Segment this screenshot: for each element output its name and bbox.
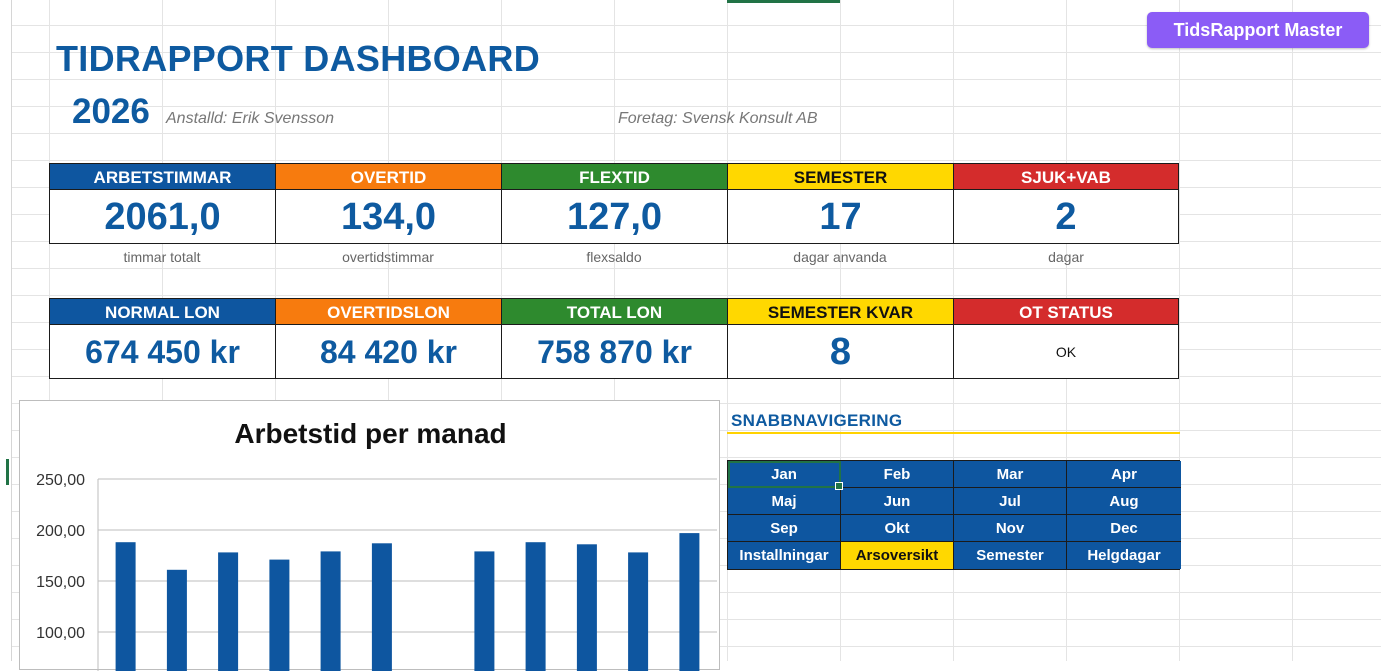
kpi-normal-lon: NORMAL LON 674 450 kr	[49, 298, 275, 379]
nav-link-jun[interactable]: Jun	[841, 488, 954, 515]
kpi-subtitle: dagar	[1048, 249, 1084, 265]
kpi-header: OVERTID	[275, 163, 501, 190]
active-column-indicator	[727, 0, 840, 3]
kpi-header: SEMESTER KVAR	[727, 298, 953, 325]
nav-link-arsoversikt[interactable]: Arsoversikt	[841, 542, 954, 569]
chart-bar	[525, 542, 546, 671]
kpi-header: TOTAL LON	[501, 298, 727, 325]
chart-bar	[576, 544, 597, 671]
chart-bar	[474, 551, 495, 671]
kpi-flextid: FLEXTID 127,0 flexsaldo	[501, 163, 727, 266]
kpi-value: 2	[953, 190, 1179, 244]
kpi-subtitle: flexsaldo	[586, 249, 642, 265]
chart-bar	[628, 552, 649, 671]
nav-link-feb[interactable]: Feb	[841, 461, 954, 488]
kpi-semester-kvar: SEMESTER KVAR 8	[727, 298, 953, 379]
kpi-sjuk-vab: SJUK+VAB 2 dagar	[953, 163, 1179, 266]
kpi-total-lon: TOTAL LON 758 870 kr	[501, 298, 727, 379]
kpi-subtitle: dagar anvanda	[793, 249, 887, 265]
kpi-ot-status: OT STATUS OK	[953, 298, 1179, 379]
nav-link-installningar[interactable]: Installningar	[728, 542, 841, 569]
year-label: 2026	[72, 92, 150, 131]
chart-title: Arbetstid per manad	[234, 418, 507, 449]
nav-link-dec[interactable]: Dec	[1067, 515, 1181, 542]
quick-nav-grid: Jan Feb Mar Apr Maj Jun Jul Aug Sep Okt …	[727, 460, 1181, 570]
kpi-row-salary: NORMAL LON 674 450 kr OVERTIDSLON 84 420…	[49, 298, 1179, 379]
kpi-header: FLEXTID	[501, 163, 727, 190]
nav-link-aug[interactable]: Aug	[1067, 488, 1181, 515]
chart-bar	[218, 552, 239, 671]
kpi-value: 84 420 kr	[275, 325, 501, 379]
page-title: TIDRAPPORT DASHBOARD	[56, 38, 541, 79]
kpi-subtitle: overtidstimmar	[342, 249, 434, 265]
chart-bar	[371, 543, 392, 671]
nav-link-maj[interactable]: Maj	[728, 488, 841, 515]
kpi-value: OK	[953, 325, 1179, 379]
nav-link-sep[interactable]: Sep	[728, 515, 841, 542]
nav-link-mar[interactable]: Mar	[954, 461, 1067, 488]
kpi-header: OT STATUS	[953, 298, 1179, 325]
kpi-header: OVERTIDSLON	[275, 298, 501, 325]
nav-link-nov[interactable]: Nov	[954, 515, 1067, 542]
row-header-strip	[0, 0, 12, 661]
monthly-hours-chart[interactable]: Arbetstid per manad 250,00 200,00 150,00 10…	[19, 400, 720, 671]
chart-bar	[679, 533, 700, 671]
y-tick-label: 150,00	[36, 574, 85, 591]
y-tick-label: 250,00	[36, 472, 85, 489]
tidsrapport-master-button[interactable]: TidsRapport Master	[1147, 12, 1369, 48]
nav-underline	[727, 432, 1180, 434]
kpi-value: 2061,0	[49, 190, 275, 244]
company-label: Foretag: Svensk Konsult AB	[618, 110, 818, 127]
nav-link-jan[interactable]: Jan	[728, 461, 841, 488]
kpi-value: 127,0	[501, 190, 727, 244]
kpi-overtid: OVERTID 134,0 overtidstimmar	[275, 163, 501, 266]
kpi-value: 8	[727, 325, 953, 379]
y-tick-label: 100,00	[36, 625, 85, 642]
chart-bar	[269, 559, 290, 671]
nav-link-helgdagar[interactable]: Helgdagar	[1067, 542, 1181, 569]
kpi-value: 17	[727, 190, 953, 244]
cell-fill-handle[interactable]	[835, 482, 843, 490]
kpi-value: 674 450 kr	[49, 325, 275, 379]
kpi-header: SJUK+VAB	[953, 163, 1179, 190]
nav-title: SNABBNAVIGERING	[731, 411, 903, 430]
chart-plot: 250,00 200,00 150,00 100,00	[36, 472, 717, 671]
kpi-value: 134,0	[275, 190, 501, 244]
employee-label: Anstalld: Erik Svensson	[166, 110, 335, 127]
nav-link-okt[interactable]: Okt	[841, 515, 954, 542]
kpi-semester: SEMESTER 17 dagar anvanda	[727, 163, 953, 266]
kpi-arbetstimmar: ARBETSTIMMAR 2061,0 timmar totalt	[49, 163, 275, 266]
y-tick-label: 200,00	[36, 523, 85, 540]
nav-link-semester[interactable]: Semester	[954, 542, 1067, 569]
chart-bar	[115, 542, 136, 671]
chart-bar	[166, 569, 187, 671]
kpi-overtidslon: OVERTIDSLON 84 420 kr	[275, 298, 501, 379]
active-row-indicator	[6, 459, 9, 485]
chart-bar	[320, 551, 341, 671]
kpi-row-hours: ARBETSTIMMAR 2061,0 timmar totalt OVERTI…	[49, 163, 1179, 266]
nav-link-jul[interactable]: Jul	[954, 488, 1067, 515]
kpi-value: 758 870 kr	[501, 325, 727, 379]
kpi-header: ARBETSTIMMAR	[49, 163, 275, 190]
kpi-header: NORMAL LON	[49, 298, 275, 325]
nav-link-apr[interactable]: Apr	[1067, 461, 1181, 488]
kpi-subtitle: timmar totalt	[123, 249, 201, 265]
kpi-header: SEMESTER	[727, 163, 953, 190]
